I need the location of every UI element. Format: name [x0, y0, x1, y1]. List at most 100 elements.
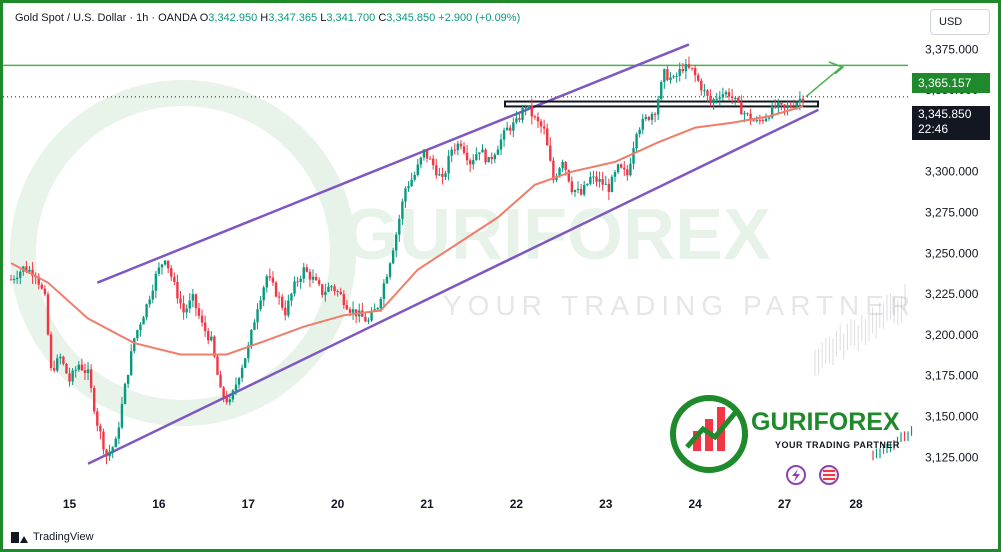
currency-selector[interactable]: USD [930, 9, 990, 35]
candle-body [416, 164, 419, 175]
symbol-name[interactable]: Gold Spot / U.S. Dollar [15, 12, 127, 24]
candle-body [52, 368, 56, 371]
candle-body [660, 82, 663, 100]
candle-body [68, 373, 71, 382]
candle-body [154, 273, 158, 291]
candle-body [607, 183, 611, 192]
y-tick-label: 3,175.000 [925, 369, 979, 383]
candle-body [527, 105, 530, 108]
candle-body [675, 75, 678, 77]
candle-body [12, 279, 16, 281]
y-tick-label: 3,200.000 [925, 328, 979, 342]
candle-body [542, 126, 546, 129]
candle-body [271, 277, 275, 283]
candle-body [225, 396, 228, 403]
candle-body [693, 68, 697, 76]
candle-body [302, 267, 305, 279]
candle-body [280, 296, 284, 308]
candle-body [530, 105, 534, 117]
low-value: 3,341.700 [326, 12, 376, 24]
candle-body [56, 358, 59, 371]
candle-body [314, 276, 318, 281]
candle-body [367, 320, 370, 322]
candle-body [200, 315, 204, 323]
x-tick-label: 23 [599, 497, 613, 511]
candle-body [737, 97, 740, 102]
brand-logo-bar [693, 431, 701, 451]
price-chart[interactable]: GURIFOREX YOUR TRADING PARTNER 3,375.000 3,… [3, 3, 998, 549]
candle-body [509, 127, 512, 131]
x-tick-label: 16 [152, 497, 166, 511]
us-flag-stripe [823, 478, 835, 480]
candle-body [579, 189, 583, 195]
candle-body [65, 363, 68, 374]
candle-body [46, 294, 50, 335]
candle-body [210, 336, 213, 341]
tradingview-footer[interactable]: TradingView [11, 531, 94, 543]
candle-body [758, 120, 762, 122]
candle-body [712, 99, 715, 104]
candle-body [222, 387, 225, 397]
tradingview-logo-icon [11, 531, 29, 543]
candle-body [364, 316, 367, 322]
candle-body [549, 145, 552, 161]
candle-body [795, 102, 799, 108]
candle-body [475, 154, 478, 161]
candle-body [619, 164, 623, 168]
candle-body [792, 106, 795, 108]
interval-label[interactable]: 1h [136, 12, 149, 24]
close-value: 3,345.850 [386, 12, 436, 24]
candle-body [419, 157, 423, 165]
candle-body [401, 201, 404, 219]
brand-logo-arrow [685, 411, 737, 449]
candle-body [740, 101, 743, 115]
high-label: H [260, 12, 269, 24]
candle-body [49, 334, 53, 369]
candle-body [428, 158, 432, 160]
candle-body [348, 309, 352, 313]
candle-body [576, 189, 580, 191]
candle-body [265, 276, 268, 288]
candle-body [148, 299, 151, 305]
candle-body [176, 281, 179, 299]
candle-body [410, 179, 413, 187]
candle-body [404, 188, 407, 202]
candle-body [678, 69, 681, 76]
broker-label: OANDA [158, 12, 197, 24]
candle-body [690, 67, 694, 69]
projection-arrow [805, 66, 842, 98]
candle-body [339, 291, 342, 295]
candle-body [774, 105, 777, 107]
candle-body [613, 172, 617, 177]
tradingview-label: TradingView [33, 531, 94, 543]
candle-body [126, 374, 130, 384]
candle-body [438, 174, 441, 176]
candle-body [203, 322, 207, 332]
candle-body [481, 149, 484, 153]
candle-body [601, 179, 604, 185]
candle-body [703, 90, 706, 92]
candle-body [351, 309, 355, 313]
candle-body [743, 113, 746, 115]
watermark-ring [10, 80, 356, 426]
candle-body [598, 179, 601, 182]
candle-body [453, 149, 456, 151]
candle-body [561, 161, 564, 169]
candle-body [311, 276, 315, 280]
candle-body [684, 64, 688, 72]
candle-body [188, 300, 191, 309]
candle-body [502, 130, 506, 140]
candle-body [789, 105, 792, 107]
us-flag-stripe [823, 474, 835, 476]
candle-body [777, 102, 780, 107]
change-value: +2.900 (+0.09%) [438, 12, 521, 24]
candle-body [721, 94, 725, 98]
candle-body [496, 149, 500, 155]
candle-body [616, 164, 620, 173]
candle-body [398, 218, 401, 235]
candle-body [142, 317, 145, 325]
x-tick-label: 24 [688, 497, 702, 511]
candle-body [472, 160, 475, 165]
candle-body [102, 431, 105, 450]
